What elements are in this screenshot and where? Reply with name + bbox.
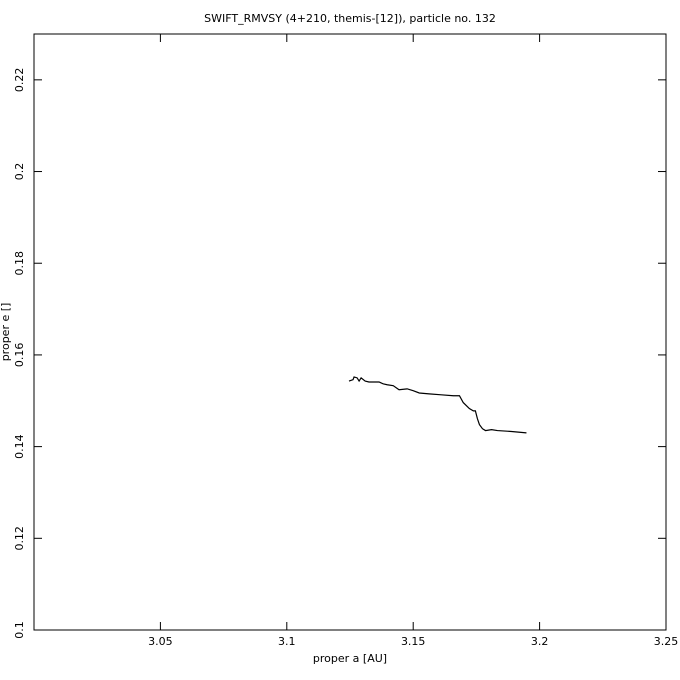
x-tick-label: 3.05 — [148, 635, 173, 648]
y-tick-label: 0.12 — [13, 526, 26, 551]
y-tick-label: 0.22 — [13, 68, 26, 93]
chart-title: SWIFT_RMVSY (4+210, themis-[12]), partic… — [204, 12, 496, 25]
y-tick-label: 0.18 — [13, 251, 26, 276]
x-tick-label: 3.25 — [654, 635, 679, 648]
y-tick-label: 0.16 — [13, 343, 26, 368]
y-tick-label: 0.2 — [13, 163, 26, 181]
x-tick-label: 3.1 — [278, 635, 296, 648]
x-tick-label: 3.15 — [401, 635, 426, 648]
y-axis-label: proper e [] — [0, 303, 12, 362]
x-axis-label: proper a [AU] — [313, 652, 387, 665]
y-tick-label: 0.14 — [13, 434, 26, 459]
y-tick-label: 0.1 — [13, 621, 26, 639]
data-line — [348, 376, 527, 434]
x-tick-label: 3.2 — [531, 635, 549, 648]
plot-frame — [33, 33, 667, 631]
